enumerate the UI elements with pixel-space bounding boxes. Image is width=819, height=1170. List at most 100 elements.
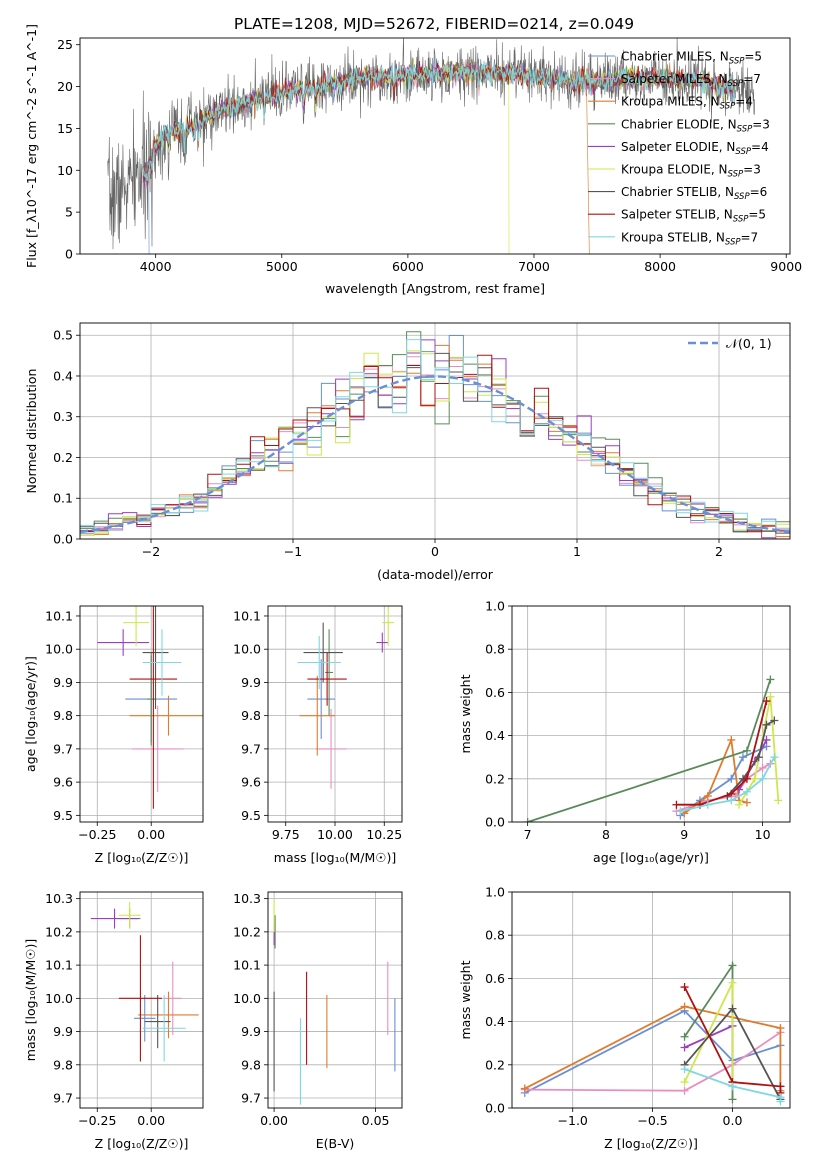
y-tick-label: 9.6 — [241, 775, 261, 790]
x-axis-label: Z [log₁₀(Z/Z☉)] — [604, 1136, 698, 1151]
x-tick-label: 8000 — [644, 259, 676, 274]
x-tick-label: 9000 — [770, 259, 802, 274]
x-tick-label: 10.00 — [317, 827, 353, 842]
mass-weight-marker — [762, 735, 771, 744]
error-point-kroupa-elodie — [382, 606, 395, 646]
mass-weight-marker — [680, 1032, 689, 1041]
y-tick-label: 10.3 — [233, 891, 261, 906]
axes-frame — [79, 891, 204, 1109]
x-axis-label: Z [log₁₀(Z/Z☉)] — [95, 850, 189, 865]
legend-entry: Chabrier STELIB, NSSP=6 — [621, 185, 767, 202]
error-point-chabrier-miles — [307, 659, 335, 739]
mass-weight-series-kroupa-stelib — [676, 753, 779, 816]
mass-weight-marker — [742, 774, 751, 783]
mass-weight-marker — [728, 1095, 737, 1104]
y-axis-label: Flux [f_λ10^-17 erg cm^-2 s^-1 A^-1] — [24, 24, 39, 268]
legend-entry: Salpeter ELODIE, NSSP=4 — [621, 140, 769, 157]
age_vs_Z-panel: −0.25 0.00 9.5 9.6 9.7 9.8 9.9 10.0 10.1 Z [log₁₀… — [23, 605, 204, 865]
y-tick-label: 9.7 — [53, 741, 73, 756]
error-point-kroupa-miles — [299, 675, 335, 756]
y-tick-label: 0.2 — [485, 1057, 505, 1072]
mass-weight-marker — [703, 792, 712, 801]
mass-weight-marker — [727, 735, 736, 744]
mass-weight-marker — [680, 1043, 689, 1052]
massweight_vs_Z-panel: −1.0 −0.5 0.0 0.0 0.2 0.4 0.6 0.8 1.0 Z [log₁₀(Z/… — [458, 885, 791, 1151]
axes-frame — [79, 37, 791, 255]
axes-frame — [79, 322, 791, 540]
y-axis-label: mass weight — [458, 960, 473, 1039]
residuals-plot-area — [80, 331, 790, 539]
legend-entry-value: =4 — [735, 95, 753, 109]
mass-weight-marker — [742, 798, 751, 807]
y-tick-label: 0.0 — [485, 815, 505, 830]
legend-entry: Chabrier ELODIE, NSSP=3 — [621, 117, 770, 134]
mass-weight-marker — [728, 961, 737, 970]
legend-entry: Salpeter STELIB, NSSP=5 — [621, 208, 766, 225]
error-point-salpeter-stelib — [118, 935, 162, 1062]
y-tick-label: 10.0 — [233, 991, 261, 1006]
mass-weight-marker — [680, 1078, 689, 1087]
y-tick-label: 10.2 — [233, 924, 261, 939]
error-point-kroupa-elodie — [118, 901, 141, 929]
y-tick-label: 0.1 — [53, 491, 73, 506]
mass-weight-marker — [766, 692, 775, 701]
model-spectrum-salpeter-stelib — [142, 60, 736, 183]
y-tick-label: 0.3 — [53, 409, 73, 424]
mass_vs_Z-panel: −0.25 0.00 9.7 9.8 9.9 10.0 10.1 10.2 10.3 Z [log… — [23, 891, 204, 1151]
legend-entry-subscript: SSP — [725, 237, 741, 247]
x-tick-label: −1.0 — [558, 1113, 588, 1128]
error-point-salpeter-elodie — [90, 908, 139, 929]
y-tick-label: 10.0 — [45, 991, 73, 1006]
legend-entry-subscript: SSP — [720, 102, 736, 112]
y-axis-label: mass [log₁₀(M/M☉)] — [23, 939, 38, 1061]
x-axis-label: age [log₁₀(age/yr)] — [593, 850, 709, 865]
mass-weight-marker — [770, 753, 779, 762]
mass-weight-marker — [680, 1065, 689, 1074]
error-point-chabrier-stelib — [142, 606, 169, 710]
mass_vs_EBV-plot-area — [273, 898, 396, 1105]
error-point-kroupa-stelib — [142, 995, 186, 1062]
x-axis-label: E(B-V) — [316, 1136, 355, 1151]
y-tick-label: 25 — [57, 37, 73, 52]
mass-weight-marker — [728, 1004, 737, 1013]
error-point-salpeter-stelib — [129, 606, 178, 809]
residuals-panel: −2 −1 0 1 2 0.0 0.1 0.2 0.3 0.4 0.5 (data-model)/er… — [24, 322, 791, 582]
y-tick-label: 9.7 — [53, 1091, 73, 1106]
mass-weight-marker — [680, 983, 689, 992]
mass-weight-marker — [520, 1084, 529, 1093]
y-tick-label: 0.2 — [53, 450, 73, 465]
y-tick-label: 20 — [57, 79, 73, 94]
y-tick-label: 1.0 — [485, 885, 505, 900]
y-tick-label: 9.9 — [241, 675, 261, 690]
y-tick-label: 10.0 — [233, 642, 261, 657]
x-tick-label: 0.00 — [137, 1113, 165, 1128]
x-tick-label: −2 — [142, 544, 160, 559]
mass-weight-marker — [750, 774, 759, 783]
y-tick-label: 0 — [65, 247, 73, 262]
x-tick-label: 0.00 — [137, 827, 165, 842]
mass_vs_EBV-panel: 0.00 0.05 9.7 9.8 9.9 10.0 10.1 10.2 10.3 E(B-V) — [233, 891, 403, 1151]
legend-entry: Chabrier MILES, NSSP=5 — [621, 50, 762, 67]
mass-weight-series-chabrier-stelib — [723, 716, 779, 801]
mass-weight-marker — [742, 746, 751, 755]
x-tick-label: 0.0 — [723, 1113, 743, 1128]
x-tick-label: 6000 — [392, 259, 424, 274]
y-tick-label: 9.9 — [53, 1024, 73, 1039]
y-tick-label: 10.3 — [45, 891, 73, 906]
y-tick-label: 0.5 — [53, 328, 73, 343]
legend-entry-label: Chabrier STELIB, N — [621, 185, 734, 199]
mass-weight-marker — [728, 978, 737, 987]
legend-entry-value: =5 — [748, 208, 766, 222]
mass-weight-marker — [766, 675, 775, 684]
x-tick-label: −1 — [284, 544, 302, 559]
error-point-kroupa-elodie — [123, 606, 150, 646]
x-tick-label: −0.25 — [78, 1113, 116, 1128]
y-tick-label: 15 — [57, 121, 73, 136]
x-tick-label: 0 — [431, 544, 439, 559]
axes-frame — [511, 891, 791, 1109]
y-tick-label: 9.7 — [241, 1091, 261, 1106]
x-tick-label: 10 — [755, 827, 771, 842]
y-tick-label: 9.9 — [53, 675, 73, 690]
x-tick-label: 7000 — [518, 259, 550, 274]
